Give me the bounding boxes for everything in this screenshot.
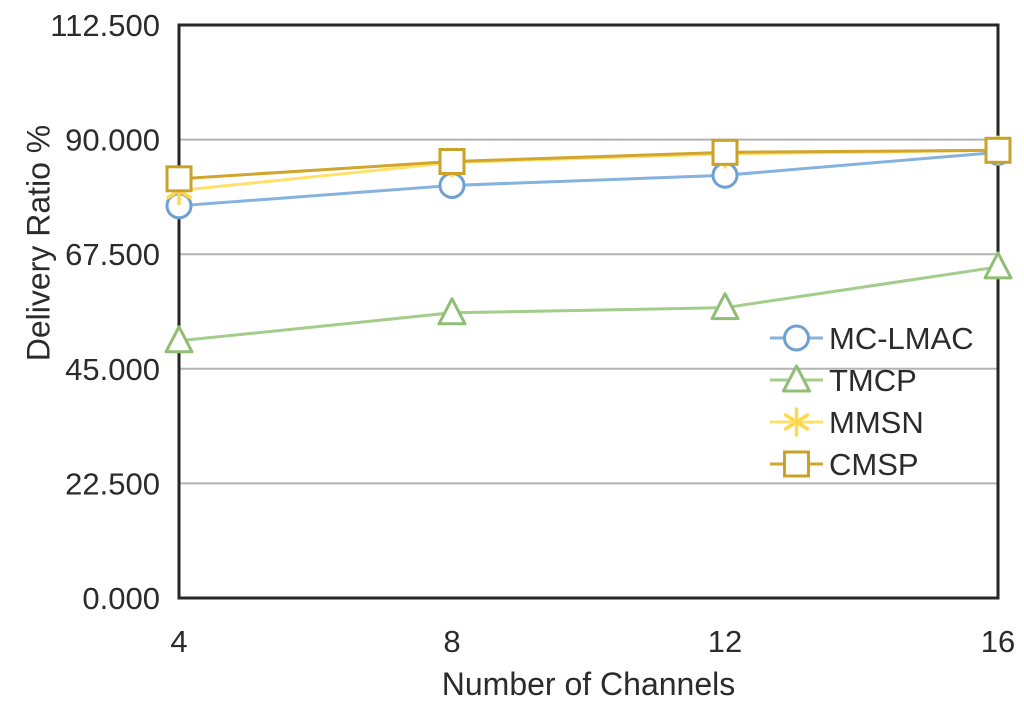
legend-marker-TMCP [782, 364, 811, 393]
legend-marker-MC-LMAC [783, 324, 810, 352]
legend-marker-MMSN [783, 407, 810, 437]
x-tick-label: 16 [981, 624, 1015, 659]
x-tick-label: 12 [708, 624, 742, 659]
data-marker-CMSP-x8 [438, 148, 466, 176]
data-marker-TMCP-x12 [710, 292, 740, 321]
y-tick-label: 90.000 [65, 123, 160, 158]
y-tick-label: 22.500 [65, 466, 160, 501]
legend-label-MC-LMAC: MC-LMAC [829, 321, 974, 356]
data-marker-CMSP-x16 [984, 136, 1012, 164]
data-marker-CMSP-x4 [165, 165, 193, 193]
y-tick-label: 112.500 [50, 8, 160, 43]
series-line-TMCP [177, 265, 1000, 343]
y-axis-title: Delivery Ratio % [20, 124, 57, 362]
data-marker-TMCP-x4 [164, 325, 194, 354]
y-tick-label: 45.000 [65, 352, 160, 387]
legend-label-MMSN: MMSN [829, 405, 924, 440]
data-marker-TMCP-x8 [437, 297, 467, 326]
data-marker-TMCP-x16 [983, 251, 1013, 280]
data-marker-CMSP-x12 [711, 138, 739, 166]
x-axis-title: Number of Channels [441, 666, 736, 702]
asterisk-spoke [783, 413, 810, 431]
legend-label-TMCP: TMCP [829, 363, 917, 398]
y-tick-label: 67.500 [65, 237, 160, 272]
x-tick-label: 4 [170, 624, 187, 659]
series-line-CMSP [177, 148, 1000, 181]
x-tick-label: 8 [443, 624, 460, 659]
y-tick-label: 0.000 [82, 581, 160, 616]
legend-label-CMSP: CMSP [829, 447, 919, 482]
legend-marker-CMSP [783, 450, 810, 478]
plot-border [177, 23, 1000, 600]
series-line-MC-LMAC [177, 150, 1000, 208]
